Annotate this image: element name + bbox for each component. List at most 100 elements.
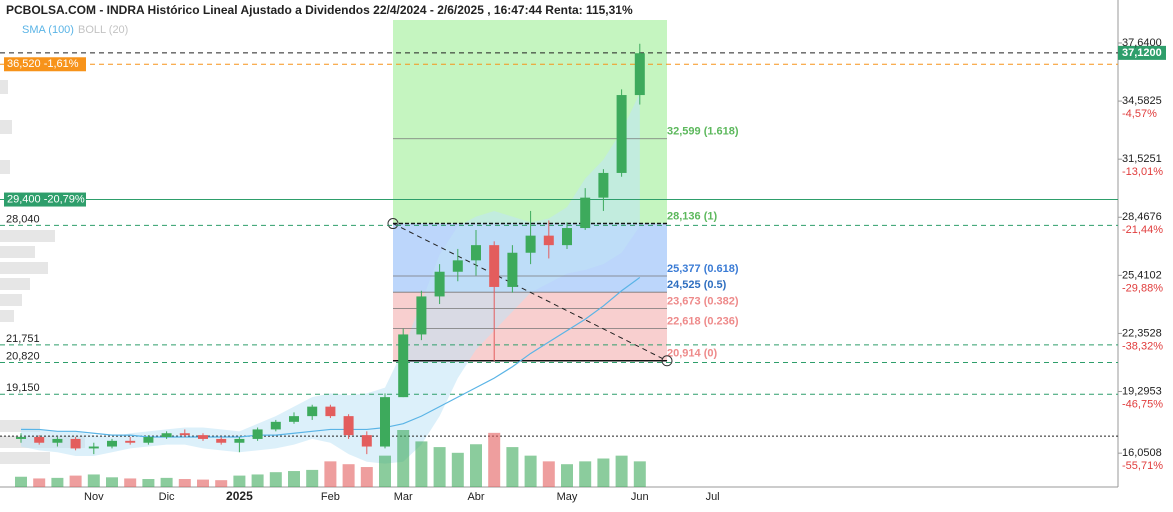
level-label: 36,520 -1,61% bbox=[7, 58, 79, 70]
candle-body bbox=[216, 438, 227, 443]
fib-label: 28,136 (1) bbox=[667, 210, 717, 222]
volume-bar bbox=[142, 479, 155, 487]
candle-body bbox=[452, 260, 463, 272]
x-tick-label: Feb bbox=[321, 491, 340, 503]
candle-body bbox=[634, 53, 645, 96]
level-label: 28,040 bbox=[6, 213, 40, 225]
volume-bar bbox=[342, 464, 355, 487]
chart-title: PCBOLSA.COM - INDRA Histórico Lineal Aju… bbox=[6, 3, 633, 17]
x-tick-label: Jun bbox=[631, 491, 649, 503]
y-tick-note: -21,44% bbox=[1122, 224, 1163, 236]
volume-bar bbox=[69, 475, 82, 487]
x-tick-label: 2025 bbox=[226, 489, 253, 503]
y-tick-note: -13,01% bbox=[1122, 166, 1163, 178]
y-tick-note: -46,75% bbox=[1122, 398, 1163, 410]
level-label: 29,400 -20,79% bbox=[7, 193, 85, 205]
candle-body bbox=[289, 416, 299, 422]
sma-line bbox=[21, 276, 641, 438]
volume-bar bbox=[124, 478, 137, 487]
volume-bar bbox=[87, 474, 100, 487]
volume-bar bbox=[615, 455, 628, 487]
level-badge bbox=[1118, 45, 1166, 60]
volume-bar bbox=[360, 467, 373, 487]
y-tick-label: 16,0508 bbox=[1122, 447, 1162, 459]
legend-entry: SMA (100) bbox=[22, 24, 74, 36]
y-tick-label: 25,4102 bbox=[1122, 269, 1162, 281]
candle-body bbox=[143, 437, 154, 443]
fib-label: 24,525 (0.5) bbox=[667, 279, 727, 291]
y-tick-label: 31,5251 bbox=[1122, 153, 1162, 165]
volume-bar bbox=[579, 461, 592, 487]
volume-bar bbox=[197, 479, 209, 487]
volume-bar bbox=[433, 447, 446, 487]
volume-bar bbox=[233, 475, 246, 487]
candle-body bbox=[325, 406, 336, 417]
x-tick-label: Abr bbox=[467, 491, 484, 503]
candle-body bbox=[16, 437, 26, 439]
x-tick-label: May bbox=[557, 491, 578, 503]
candle-body bbox=[307, 406, 318, 417]
candle-body bbox=[198, 435, 208, 439]
candle-body bbox=[580, 197, 591, 229]
level-label: 19,150 bbox=[6, 382, 40, 394]
volume-bar bbox=[506, 447, 519, 487]
volume-bar bbox=[251, 474, 264, 487]
candle-body bbox=[179, 433, 190, 436]
candle-body bbox=[234, 438, 245, 443]
volume-bar bbox=[178, 479, 191, 487]
candle-body bbox=[434, 271, 445, 297]
candle-body bbox=[252, 429, 263, 439]
volume-bar bbox=[33, 478, 46, 487]
x-tick-label: Mar bbox=[394, 491, 413, 503]
volume-bar bbox=[488, 432, 501, 487]
x-tick-label: Nov bbox=[84, 491, 104, 503]
y-tick-label: 37,6400 bbox=[1122, 37, 1162, 49]
candle-body bbox=[34, 437, 45, 443]
volume-bar bbox=[324, 461, 337, 487]
y-tick-label: 34,5825 bbox=[1122, 95, 1162, 107]
volume-bar bbox=[542, 461, 555, 487]
fib-label: 32,599 (1.618) bbox=[667, 126, 739, 138]
x-tick-label: Dic bbox=[159, 491, 175, 503]
candle-body bbox=[525, 235, 536, 253]
candle-body bbox=[125, 440, 136, 443]
volume-bar bbox=[451, 452, 464, 487]
volume-bar bbox=[561, 464, 573, 487]
y-tick-note: -4,57% bbox=[1122, 108, 1157, 120]
candle-body bbox=[598, 172, 609, 198]
candle-body bbox=[107, 440, 117, 447]
volume-bar bbox=[597, 458, 610, 487]
volume-bar bbox=[524, 455, 537, 487]
level-label: 21,751 bbox=[6, 333, 40, 345]
y-tick-note: -29,88% bbox=[1122, 282, 1163, 294]
y-tick-note: -38,32% bbox=[1122, 340, 1163, 352]
candle-body bbox=[361, 435, 372, 447]
legend-entry: BOLL (20) bbox=[78, 24, 128, 36]
volume-bar bbox=[160, 477, 173, 487]
candle-body bbox=[398, 334, 409, 398]
candle-body bbox=[543, 235, 554, 246]
fib-anchor bbox=[661, 355, 673, 367]
candle-body bbox=[270, 421, 281, 430]
volume-bar bbox=[379, 455, 391, 487]
candle-body bbox=[52, 438, 63, 443]
fib-label: 20,914 (0) bbox=[667, 348, 717, 360]
volume-bar bbox=[288, 471, 300, 487]
level-badge bbox=[4, 192, 86, 207]
fib-trend bbox=[392, 223, 668, 362]
candle-body bbox=[161, 433, 172, 438]
candle-body bbox=[88, 446, 99, 449]
candle-body bbox=[471, 245, 481, 261]
volume-bar bbox=[470, 444, 482, 487]
level-label: 20,820 bbox=[6, 350, 40, 362]
candle-body bbox=[562, 228, 572, 246]
volume-bar bbox=[15, 476, 27, 487]
volume-bar bbox=[306, 469, 319, 487]
candle-body bbox=[489, 245, 500, 287]
candle-body bbox=[507, 252, 518, 287]
candle-body bbox=[343, 416, 354, 436]
candle-body bbox=[616, 95, 627, 173]
fib-anchor bbox=[387, 218, 399, 230]
volume-bar bbox=[397, 430, 410, 487]
